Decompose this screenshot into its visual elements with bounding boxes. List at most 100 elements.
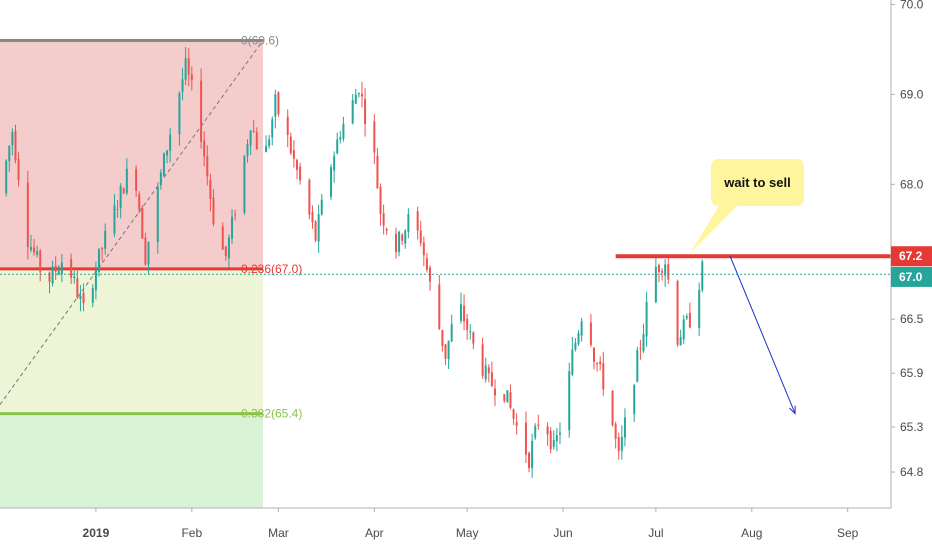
y-tick-label-1: 69.0: [900, 87, 924, 101]
candle-body: [654, 266, 657, 303]
candle-body: [509, 392, 512, 408]
candle-body: [416, 211, 419, 231]
candle-72: [314, 220, 317, 243]
candle-47: [206, 145, 209, 186]
candle-body: [425, 258, 428, 270]
candle-body: [574, 342, 577, 350]
candle-body: [484, 365, 487, 380]
candle-body: [82, 292, 85, 304]
candle-58: [252, 119, 255, 133]
candle-15: [70, 253, 73, 284]
candle-body: [144, 237, 147, 265]
candle-body: [385, 229, 388, 231]
candle-body: [636, 350, 639, 382]
candle-body: [252, 131, 255, 133]
candle-109: [472, 331, 475, 350]
candle-body: [481, 344, 484, 376]
x-tick-label-5: Jun: [553, 526, 572, 540]
candle-body: [187, 58, 190, 75]
candle-10: [48, 271, 51, 294]
candle-body: [184, 58, 187, 80]
candle-body: [246, 144, 249, 157]
price-tags: 67.2 67.0: [891, 246, 932, 287]
candle-48: [209, 173, 212, 212]
candle-body: [441, 329, 444, 346]
callout-bubble: [690, 159, 804, 254]
candle-body: [311, 212, 314, 223]
candle-body: [54, 265, 57, 272]
candle-body: [292, 150, 295, 159]
candle-body: [206, 156, 209, 177]
candle-body: [138, 194, 141, 210]
candle-body: [39, 250, 42, 272]
fib-trend-line: [0, 40, 264, 405]
candle-9: [39, 248, 42, 282]
candle-106: [463, 294, 466, 331]
candle-149: [645, 291, 648, 347]
candle-body: [701, 261, 704, 291]
candle-body: [407, 214, 410, 232]
candle-body: [360, 93, 363, 97]
candle-42: [184, 47, 187, 85]
candle-body: [320, 199, 323, 215]
candle-body: [26, 182, 29, 248]
candle-body: [685, 316, 688, 319]
candle-112: [487, 364, 490, 383]
candle-body: [76, 278, 79, 298]
candle-51: [224, 245, 227, 261]
candles[interactable]: [5, 47, 704, 478]
candle-body: [91, 288, 94, 303]
candle-135: [589, 313, 592, 348]
candle-body: [243, 155, 246, 213]
candle-160: [698, 282, 701, 337]
fib-zone-2: [0, 413, 263, 508]
fib-levels: 0(69.6) 0.236(67.0) 0.382(65.4): [0, 33, 302, 421]
candle-87: [379, 183, 382, 226]
candle-142: [617, 432, 620, 460]
candle-body: [299, 166, 302, 181]
candle-body: [555, 435, 558, 442]
candle-59: [255, 127, 258, 150]
candle-154: [667, 254, 670, 284]
candle-body: [125, 168, 128, 194]
candle-33: [144, 232, 147, 266]
candle-60: [265, 135, 268, 153]
candle-62: [271, 116, 274, 146]
candle-body: [398, 231, 401, 252]
candle-body: [73, 276, 76, 279]
callout[interactable]: wait to sell: [690, 159, 804, 254]
candle-102: [444, 343, 447, 365]
candle-120: [524, 411, 527, 463]
candle-body: [104, 230, 107, 249]
candle-body: [224, 246, 227, 256]
candle-body: [113, 205, 116, 234]
drawings[interactable]: [0, 254, 891, 415]
candle-body: [599, 361, 602, 365]
candle-body: [503, 394, 506, 401]
candle-26: [116, 200, 119, 218]
candle-body: [524, 422, 527, 455]
candle-49: [212, 189, 215, 227]
projection-arrow-shaft: [729, 256, 796, 414]
candle-body: [657, 265, 660, 272]
candle-66: [289, 132, 292, 156]
candle-146: [636, 346, 639, 383]
candle-body: [249, 130, 252, 146]
candle-6: [29, 234, 32, 253]
candle-148: [642, 323, 645, 353]
fib-zone-0: [0, 40, 263, 269]
candle-103: [447, 340, 450, 370]
candle-body: [534, 426, 537, 438]
candle-body: [379, 187, 382, 214]
candle-95: [416, 206, 419, 240]
candle-body: [444, 344, 447, 359]
candle-53: [231, 209, 234, 244]
y-tick-label-5: 65.3: [900, 420, 924, 434]
candle-body: [166, 150, 169, 156]
candle-31: [138, 191, 141, 214]
candle-body: [552, 439, 555, 447]
candle-25: [113, 194, 116, 237]
callout-text: wait to sell: [723, 175, 790, 190]
y-tick-label-6: 64.8: [900, 465, 924, 479]
